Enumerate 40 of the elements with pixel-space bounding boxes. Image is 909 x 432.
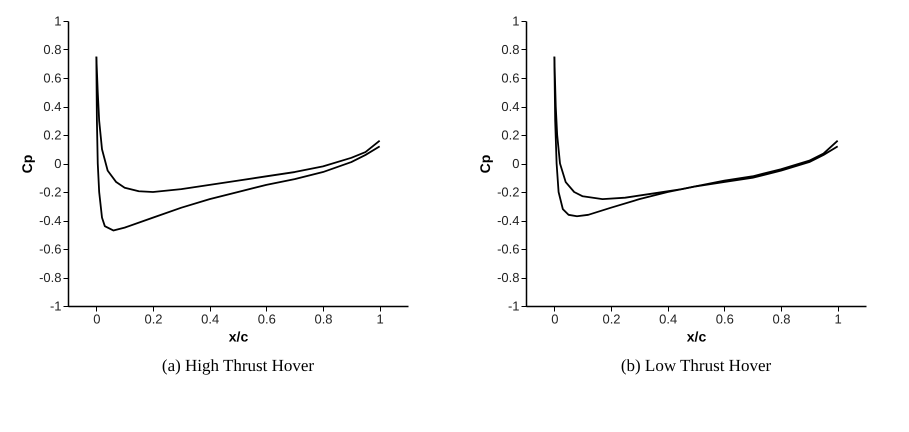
y-tick-label: -0.8 [39, 270, 62, 285]
y-tick-label: 1 [54, 14, 62, 28]
y-tick-label: 0.4 [501, 99, 520, 114]
x-axis-title: x/c [228, 328, 248, 344]
y-tick-label: -1 [508, 298, 520, 314]
y-tick-label: 0.4 [43, 99, 62, 114]
x-tick-label: 0.4 [659, 312, 678, 326]
y-tick-label: 0 [512, 156, 520, 171]
text: (a) High Thrust Hover [162, 356, 314, 375]
y-axis-title: Cp [19, 154, 36, 174]
y-tick-label: 0.2 [501, 128, 520, 142]
y-tick-label: 1 [512, 14, 520, 28]
y-tick-label: 0 [54, 156, 62, 171]
x-tick-label: 0.8 [772, 312, 791, 326]
y-tick-label: -0.6 [39, 242, 62, 256]
x-tick-label: 0 [551, 312, 558, 326]
x-axis-title: x/c [686, 328, 706, 344]
y-tick-label: -0.8 [497, 270, 520, 285]
x-tick-label: 0.6 [258, 312, 276, 326]
x-tick-label: 0 [93, 312, 100, 326]
x-tick-label: 0.8 [314, 312, 333, 326]
text: (b) Low Thrust Hover [620, 356, 772, 375]
y-tick-label: -0.2 [39, 184, 62, 200]
y-tick-label: 0.8 [43, 42, 62, 57]
y-tick-label: -0.4 [497, 213, 520, 228]
x-tick-label: 0.2 [602, 312, 621, 326]
x-tick-label: 1 [376, 312, 384, 326]
y-tick-label: 0.2 [43, 128, 62, 142]
y-tick-label: 0.6 [501, 70, 520, 86]
y-tick-label: -0.2 [497, 184, 520, 200]
x-tick-label: 0.6 [716, 312, 734, 326]
x-tick-label: 1 [834, 312, 842, 326]
y-tick-label: -1 [50, 298, 62, 314]
x-tick-label: 0.2 [144, 312, 163, 326]
y-tick-label: 0.8 [501, 42, 520, 57]
y-tick-label: -0.4 [39, 213, 62, 228]
x-tick-label: 0.4 [201, 312, 220, 326]
y-tick-label: -0.6 [497, 242, 520, 256]
y-axis-title: Cp [477, 154, 494, 174]
y-tick-label: 0.6 [43, 70, 62, 86]
